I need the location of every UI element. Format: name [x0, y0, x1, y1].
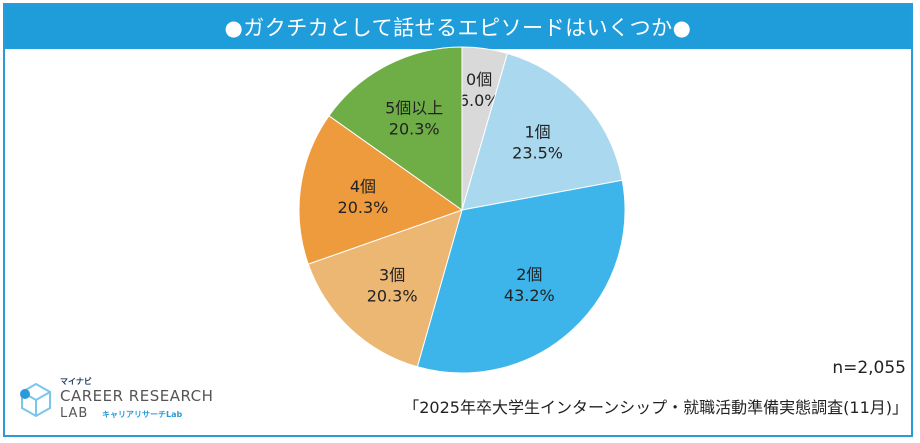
slice-category-label: 1個 [525, 123, 551, 142]
slice-category-label: 3個 [379, 265, 405, 284]
chart-title: ●ガクチカとして話せるエピソードはいくつか● [5, 5, 911, 49]
career-research-lab-logo: マイナビ CAREER RESEARCH LAB キャリアリサーチLab [16, 376, 216, 426]
slice-category-label: 0個 [466, 70, 492, 89]
pie-slice-4 [298, 115, 464, 265]
logo-subtitle: キャリアリサーチLab [102, 410, 183, 419]
logo-career-research: CAREER RESEARCH [60, 387, 214, 405]
pie-slice-1 [461, 52, 623, 211]
slice-value-label: 20.3% [389, 120, 440, 139]
slice-value-label: 23.5% [512, 144, 563, 163]
slice-value-label: 20.3% [338, 198, 389, 217]
cube-logo-icon [20, 382, 51, 418]
logo-lab: LAB [60, 406, 89, 421]
pie-slice-2 [416, 179, 626, 374]
pie-slice-3 [307, 209, 463, 368]
slice-value-label: 6.0% [459, 91, 500, 110]
source-citation: 「2025年卒大学生インターンシップ・就職活動準備実態調査(11月)」 [403, 398, 908, 417]
slice-category-label: 2個 [516, 265, 542, 284]
slice-category-label: 5個以上 [385, 99, 443, 118]
logo-brand: マイナビ [60, 377, 92, 386]
slice-value-label: 43.2% [504, 286, 555, 305]
slice-category-label: 4個 [350, 177, 376, 196]
slice-value-label: 20.3% [367, 286, 418, 305]
sample-size: n=2,055 [832, 358, 906, 378]
pie-slice-5 [328, 46, 463, 211]
